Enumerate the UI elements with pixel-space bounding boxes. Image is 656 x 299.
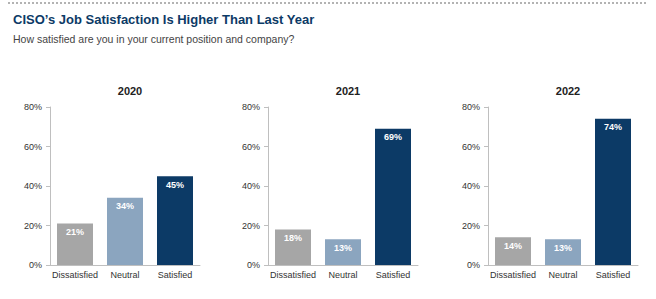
svg-text:40%: 40%: [242, 181, 260, 191]
svg-text:13%: 13%: [334, 243, 352, 253]
svg-text:Dissatisfied: Dissatisfied: [270, 270, 316, 280]
svg-text:How satisfied are you in your: How satisfied are you in your current po…: [13, 33, 294, 45]
svg-text:Satisfied: Satisfied: [596, 270, 631, 280]
svg-text:0%: 0%: [29, 260, 42, 270]
svg-text:60%: 60%: [24, 142, 42, 152]
svg-text:2020: 2020: [118, 85, 142, 97]
svg-text:13%: 13%: [554, 243, 572, 253]
svg-text:20%: 20%: [242, 221, 260, 231]
svg-text:80%: 80%: [242, 102, 260, 112]
svg-text:Dissatisfied: Dissatisfied: [52, 270, 98, 280]
svg-text:20%: 20%: [24, 221, 42, 231]
svg-text:0%: 0%: [467, 260, 480, 270]
svg-text:Neutral: Neutral: [548, 270, 577, 280]
svg-text:21%: 21%: [66, 227, 84, 237]
svg-text:2021: 2021: [336, 85, 360, 97]
svg-text:Neutral: Neutral: [328, 270, 357, 280]
svg-text:80%: 80%: [24, 102, 42, 112]
svg-text:0%: 0%: [247, 260, 260, 270]
svg-text:18%: 18%: [284, 233, 302, 243]
svg-text:60%: 60%: [462, 142, 480, 152]
svg-text:Satisfied: Satisfied: [158, 270, 193, 280]
svg-text:14%: 14%: [504, 241, 522, 251]
svg-text:69%: 69%: [384, 132, 402, 142]
svg-text:60%: 60%: [242, 142, 260, 152]
svg-text:40%: 40%: [462, 181, 480, 191]
svg-text:34%: 34%: [116, 201, 134, 211]
svg-text:20%: 20%: [462, 221, 480, 231]
svg-text:45%: 45%: [166, 180, 184, 190]
svg-text:CISO’s Job Satisfaction Is Hig: CISO’s Job Satisfaction Is Higher Than L…: [13, 12, 314, 27]
svg-text:2022: 2022: [556, 85, 580, 97]
svg-text:40%: 40%: [24, 181, 42, 191]
svg-text:74%: 74%: [604, 122, 622, 132]
svg-text:80%: 80%: [462, 102, 480, 112]
svg-text:Neutral: Neutral: [110, 270, 139, 280]
svg-text:Satisfied: Satisfied: [376, 270, 411, 280]
svg-text:Dissatisfied: Dissatisfied: [490, 270, 536, 280]
